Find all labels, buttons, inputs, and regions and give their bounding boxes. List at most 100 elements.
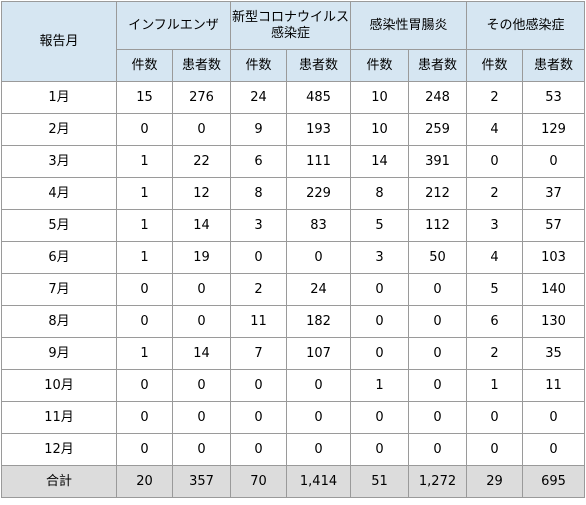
table-row: 4月 1 12 8 229 8 212 2 37 bbox=[1, 177, 586, 210]
table-row: 5月 1 14 3 83 5 112 3 57 bbox=[1, 209, 586, 242]
influenza-patients-cell: 276 bbox=[172, 81, 231, 114]
month-cell: 8月 bbox=[1, 305, 117, 338]
covid-cases-cell: 7 bbox=[230, 337, 287, 370]
gastroenteritis-patients-cell: 0 bbox=[408, 337, 468, 370]
gastroenteritis-cases-cell: 14 bbox=[350, 145, 410, 178]
other-patients-cell: 0 bbox=[522, 145, 586, 178]
total-covid-patients-cell: 1,414 bbox=[285, 465, 352, 498]
covid-cases-cell: 0 bbox=[230, 433, 287, 466]
other-cases-cell: 5 bbox=[466, 273, 524, 306]
influenza-patients-cell: 12 bbox=[172, 177, 231, 210]
covid-cases-cell: 6 bbox=[230, 145, 287, 178]
cases-column-header: 件数 bbox=[466, 49, 524, 82]
header-group-row: 報告月 インフルエンザ 新型コロナウイルス感染症 感染性胃腸炎 その他感染症 bbox=[1, 1, 586, 82]
influenza-patients-cell: 22 bbox=[172, 145, 231, 178]
month-column-header: 報告月 bbox=[1, 1, 117, 82]
other-cases-cell: 1 bbox=[466, 369, 524, 402]
covid-patients-cell: 111 bbox=[285, 145, 352, 178]
table-row: 11月 0 0 0 0 0 0 0 0 bbox=[1, 401, 586, 434]
total-label-cell: 合計 bbox=[1, 465, 117, 498]
cases-column-header: 件数 bbox=[116, 49, 173, 82]
influenza-patients-cell: 0 bbox=[172, 273, 231, 306]
covid-cases-cell: 3 bbox=[230, 209, 287, 242]
total-covid-cases-cell: 70 bbox=[230, 465, 287, 498]
influenza-cases-cell: 0 bbox=[116, 305, 173, 338]
covid-cases-cell: 8 bbox=[230, 177, 287, 210]
gastroenteritis-patients-cell: 259 bbox=[408, 113, 468, 146]
month-cell: 2月 bbox=[1, 113, 117, 146]
other-patients-cell: 37 bbox=[522, 177, 586, 210]
covid-patients-cell: 182 bbox=[285, 305, 352, 338]
other-patients-cell: 0 bbox=[522, 433, 586, 466]
other-patients-cell: 0 bbox=[522, 401, 586, 434]
cases-column-header: 件数 bbox=[350, 49, 410, 82]
covid-patients-cell: 229 bbox=[285, 177, 352, 210]
covid-patients-cell: 0 bbox=[285, 433, 352, 466]
group-header-influenza: インフルエンザ bbox=[116, 1, 231, 50]
table-body: 1月 15 276 24 485 10 248 2 53 2月 0 0 9 193 10 259 4 129 3月 1… bbox=[1, 81, 586, 498]
patients-column-header: 患者数 bbox=[522, 49, 586, 82]
month-cell: 5月 bbox=[1, 209, 117, 242]
total-gastroenteritis-patients-cell: 1,272 bbox=[408, 465, 468, 498]
covid-patients-cell: 0 bbox=[285, 241, 352, 274]
gastroenteritis-patients-cell: 112 bbox=[408, 209, 468, 242]
table-row: 10月 0 0 0 0 1 0 1 11 bbox=[1, 369, 586, 402]
other-cases-cell: 2 bbox=[466, 337, 524, 370]
covid-cases-cell: 11 bbox=[230, 305, 287, 338]
covid-cases-cell: 24 bbox=[230, 81, 287, 114]
gastroenteritis-cases-cell: 0 bbox=[350, 305, 410, 338]
group-header-other: その他感染症 bbox=[466, 1, 586, 50]
gastroenteritis-cases-cell: 10 bbox=[350, 81, 410, 114]
covid-patients-cell: 0 bbox=[285, 369, 352, 402]
covid-cases-cell: 0 bbox=[230, 401, 287, 434]
other-cases-cell: 2 bbox=[466, 177, 524, 210]
covid-cases-cell: 2 bbox=[230, 273, 287, 306]
influenza-patients-cell: 0 bbox=[172, 401, 231, 434]
influenza-cases-cell: 0 bbox=[116, 273, 173, 306]
covid-patients-cell: 107 bbox=[285, 337, 352, 370]
influenza-cases-cell: 1 bbox=[116, 337, 173, 370]
cases-column-header: 件数 bbox=[230, 49, 287, 82]
influenza-patients-cell: 0 bbox=[172, 113, 231, 146]
table-row: 12月 0 0 0 0 0 0 0 0 bbox=[1, 433, 586, 466]
month-cell: 3月 bbox=[1, 145, 117, 178]
other-cases-cell: 6 bbox=[466, 305, 524, 338]
gastroenteritis-patients-cell: 50 bbox=[408, 241, 468, 274]
gastroenteritis-patients-cell: 0 bbox=[408, 273, 468, 306]
month-cell: 4月 bbox=[1, 177, 117, 210]
gastroenteritis-cases-cell: 0 bbox=[350, 273, 410, 306]
total-gastroenteritis-cases-cell: 51 bbox=[350, 465, 410, 498]
other-patients-cell: 103 bbox=[522, 241, 586, 274]
gastroenteritis-cases-cell: 0 bbox=[350, 433, 410, 466]
month-cell: 7月 bbox=[1, 273, 117, 306]
influenza-patients-cell: 0 bbox=[172, 305, 231, 338]
influenza-cases-cell: 1 bbox=[116, 145, 173, 178]
other-cases-cell: 2 bbox=[466, 81, 524, 114]
gastroenteritis-cases-cell: 0 bbox=[350, 337, 410, 370]
gastroenteritis-cases-cell: 3 bbox=[350, 241, 410, 274]
table-row: 6月 1 19 0 0 3 50 4 103 bbox=[1, 241, 586, 274]
influenza-cases-cell: 1 bbox=[116, 177, 173, 210]
patients-column-header: 患者数 bbox=[408, 49, 468, 82]
covid-cases-cell: 0 bbox=[230, 369, 287, 402]
gastroenteritis-patients-cell: 212 bbox=[408, 177, 468, 210]
other-cases-cell: 0 bbox=[466, 433, 524, 466]
total-row: 合計 20 357 70 1,414 51 1,272 29 695 bbox=[1, 465, 586, 498]
other-cases-cell: 0 bbox=[466, 401, 524, 434]
covid-patients-cell: 0 bbox=[285, 401, 352, 434]
gastroenteritis-patients-cell: 248 bbox=[408, 81, 468, 114]
gastroenteritis-patients-cell: 391 bbox=[408, 145, 468, 178]
covid-patients-cell: 485 bbox=[285, 81, 352, 114]
covid-cases-cell: 9 bbox=[230, 113, 287, 146]
influenza-cases-cell: 0 bbox=[116, 401, 173, 434]
influenza-cases-cell: 1 bbox=[116, 209, 173, 242]
other-patients-cell: 35 bbox=[522, 337, 586, 370]
other-patients-cell: 53 bbox=[522, 81, 586, 114]
group-header-gastroenteritis: 感染性胃腸炎 bbox=[350, 1, 468, 50]
month-cell: 10月 bbox=[1, 369, 117, 402]
other-patients-cell: 11 bbox=[522, 369, 586, 402]
gastroenteritis-patients-cell: 0 bbox=[408, 369, 468, 402]
other-cases-cell: 4 bbox=[466, 113, 524, 146]
month-cell: 1月 bbox=[1, 81, 117, 114]
